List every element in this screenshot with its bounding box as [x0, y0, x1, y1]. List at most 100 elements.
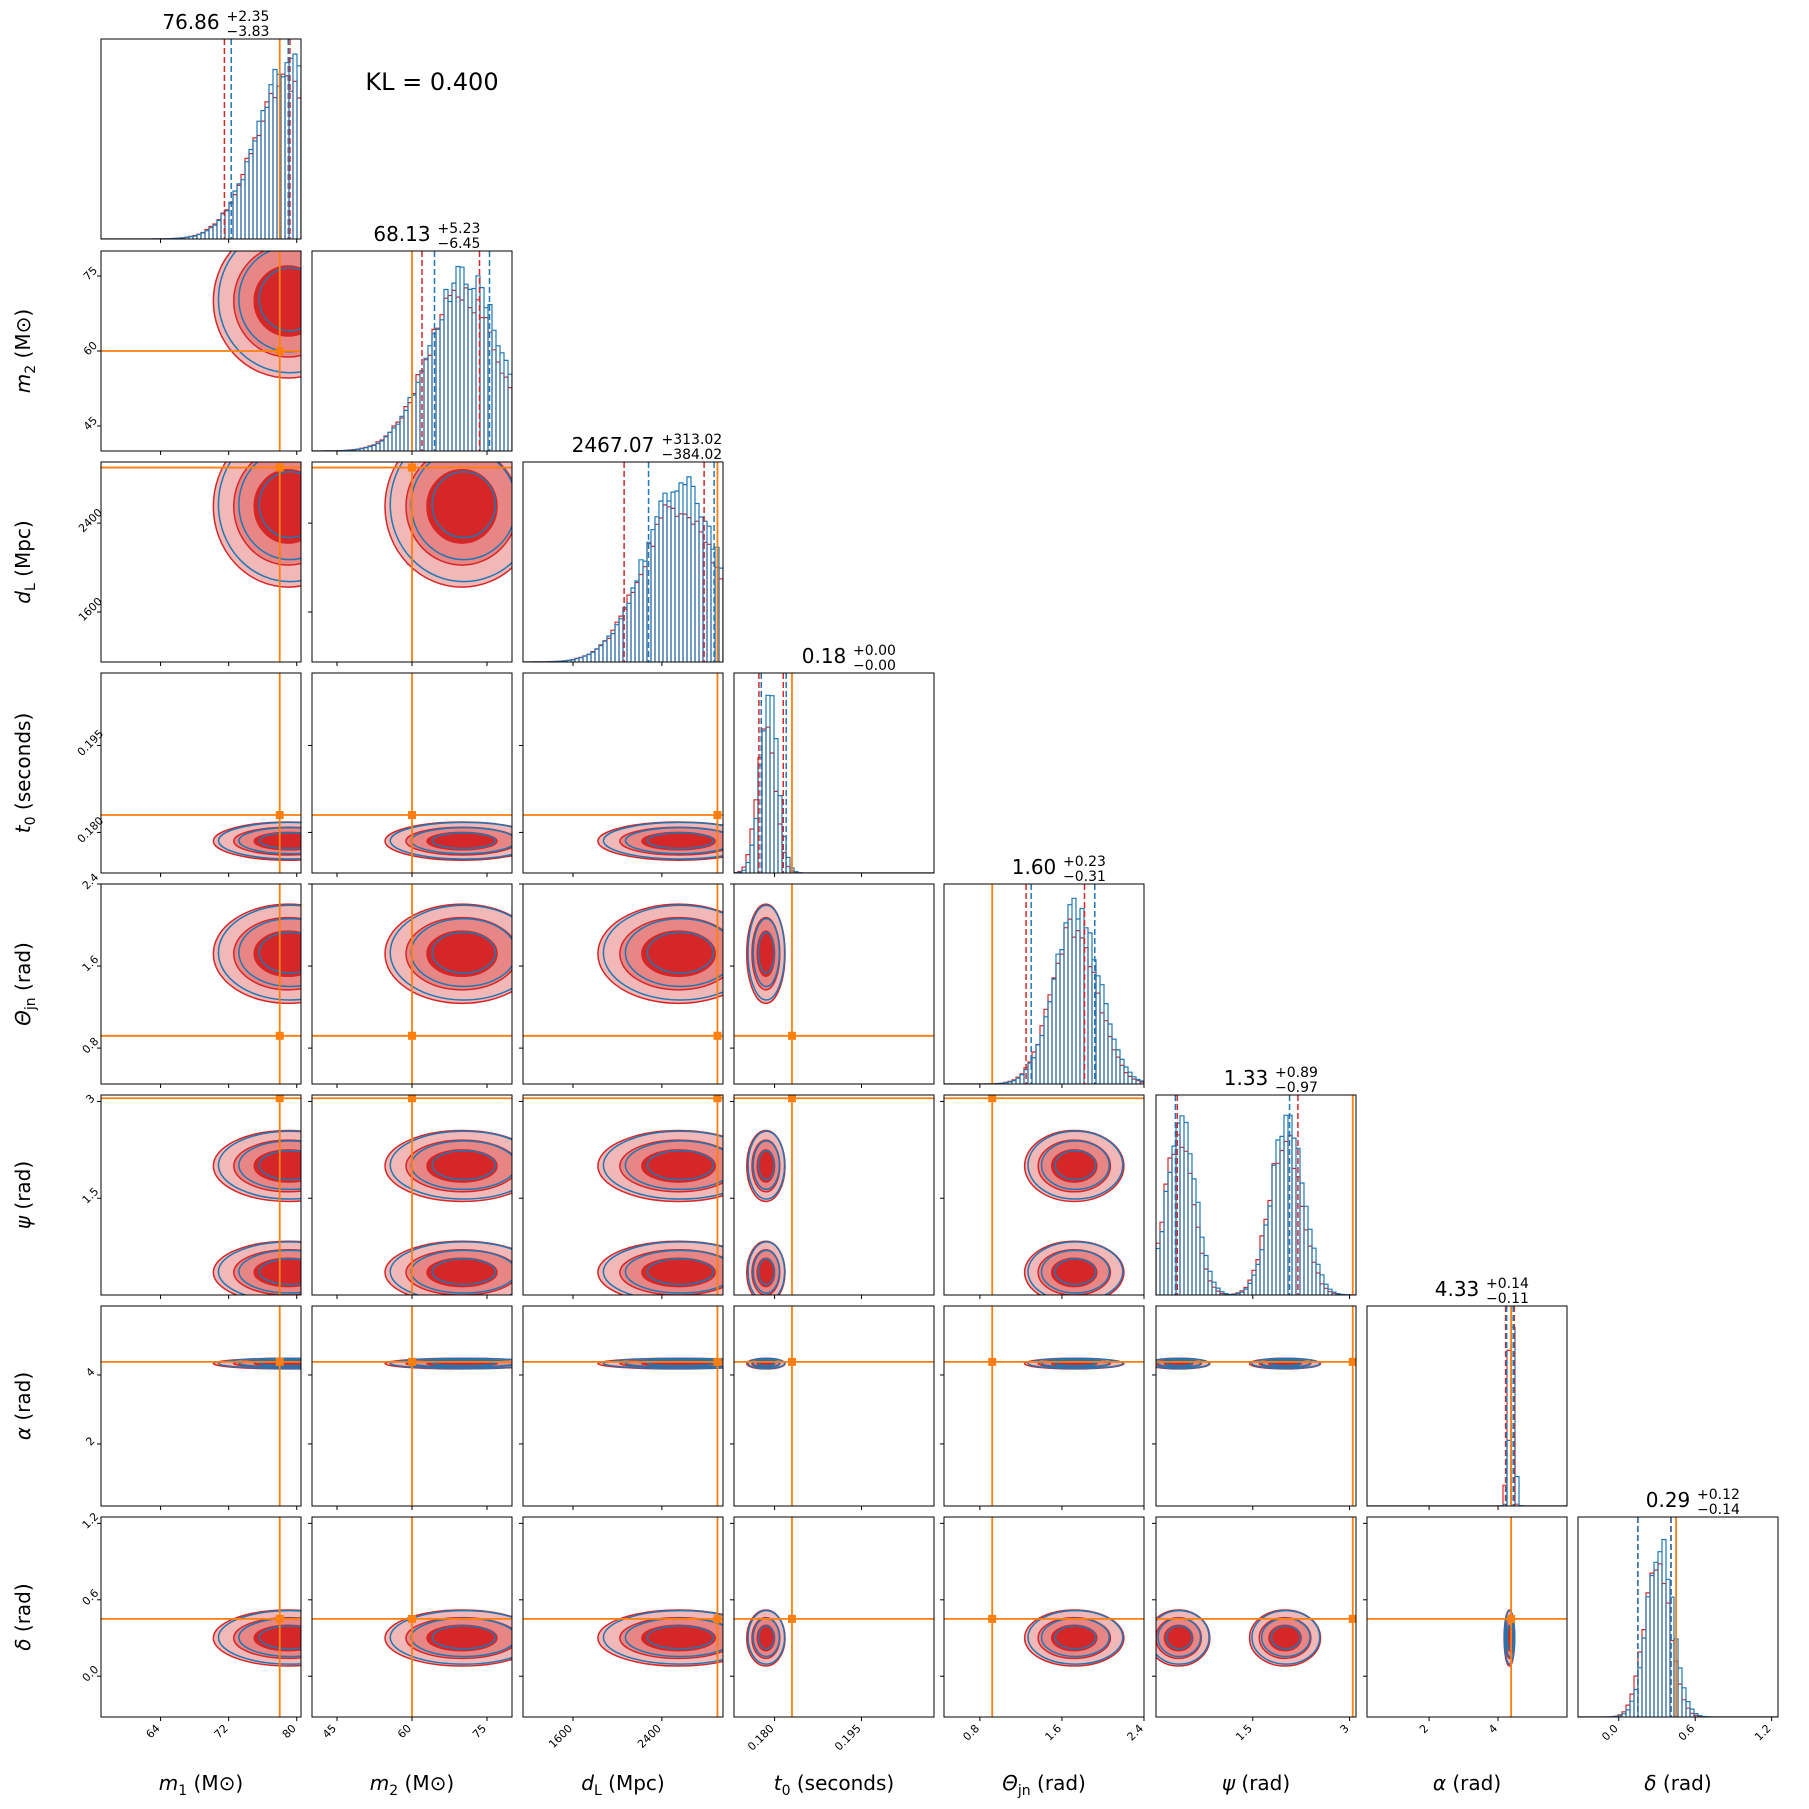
y-tick-label: 1.2 [80, 1510, 102, 1532]
y-tick-label: 0.0 [80, 1663, 102, 1685]
panel-theta-dL [519, 883, 732, 1088]
truth-marker [275, 811, 284, 820]
contour-a [641, 1149, 716, 1183]
panel-frame [733, 1305, 935, 1507]
truth-marker [988, 1095, 997, 1103]
panel-psi-theta [940, 1094, 1145, 1299]
histogram-a [312, 287, 512, 451]
scatter-point [735, 1653, 737, 1655]
scatter-point [325, 1649, 327, 1651]
panel-content [312, 1517, 515, 1717]
scatter-point [337, 837, 339, 839]
marginal-title: 68.13 [373, 222, 430, 246]
panel-frame [100, 1516, 302, 1718]
y-axis-label-dL: dL (Mpc) [11, 520, 39, 603]
scatter-point [341, 1366, 343, 1368]
x-tick-label: 1.5 [1233, 1722, 1255, 1744]
panel-frame [522, 883, 724, 1085]
y-axis-label-m2: m2 (M⊙) [11, 309, 39, 393]
histogram-b [1578, 1538, 1778, 1717]
panel-content [1156, 1306, 1356, 1506]
scatter-point [320, 310, 322, 312]
scatter-point [331, 932, 333, 934]
y-tick-label: 3 [83, 1092, 97, 1106]
scatter-point [309, 286, 311, 288]
contour-b [431, 1258, 496, 1286]
scatter-point [309, 943, 311, 945]
contour-b [258, 470, 301, 539]
scatter-point [339, 1637, 341, 1639]
scatter-point [303, 1292, 305, 1294]
scatter-point [322, 974, 324, 976]
scatter-point [309, 277, 311, 279]
histogram-a [101, 73, 301, 239]
contour-b [1157, 1359, 1202, 1368]
x-tick-label: 0.0 [1599, 1722, 1621, 1744]
scatter-point [302, 286, 304, 288]
x-axis-label-m1: m1 (M⊙) [159, 1771, 243, 1799]
label-symbol: m [370, 1771, 389, 1795]
scatter-point [514, 1273, 516, 1275]
panel-content [312, 673, 512, 873]
scatter-point [302, 1365, 304, 1367]
panel-content [734, 1517, 934, 1717]
scatter-point [330, 1633, 332, 1635]
scatter-point [730, 1276, 732, 1278]
label-unit: (Mpc) [602, 1771, 665, 1795]
scatter-point [339, 352, 341, 354]
scatter-point [305, 1364, 307, 1366]
scatter-point [730, 923, 732, 925]
scatter-point [328, 1253, 330, 1255]
panel-frame [522, 461, 724, 663]
scatter-point [329, 979, 331, 981]
scatter-point [335, 950, 337, 952]
title-plus: +0.12 [1697, 1487, 1740, 1503]
panel-content [523, 1095, 738, 1295]
truth-marker [275, 463, 284, 472]
panel-psi-dL [519, 1094, 738, 1299]
y-tick-label: 0.8 [80, 1035, 102, 1057]
scatter-point [517, 1364, 519, 1366]
title-median: 76.86 [162, 10, 219, 34]
scatter-point [302, 1257, 304, 1259]
scatter-point [513, 1645, 515, 1647]
panel-frame [733, 672, 935, 874]
contour-b [238, 462, 301, 561]
contour-b [258, 1258, 301, 1286]
panel-dL-dL: 2467.07 +313.02−384.02 [522, 432, 724, 666]
contour-b [624, 1140, 723, 1191]
title-plus: +5.23 [438, 221, 481, 237]
scatter-point [338, 1270, 340, 1272]
scatter-point [338, 1284, 340, 1286]
label-unit: (rad) [11, 1161, 35, 1216]
label-unit: (rad) [11, 1372, 35, 1427]
scatter-point [339, 849, 341, 851]
scatter-point [328, 967, 330, 969]
scatter-point [336, 829, 338, 831]
scatter-point [302, 506, 304, 508]
scatter-point [736, 1285, 738, 1287]
contour-b [646, 832, 715, 850]
panel-frame [522, 1094, 724, 1296]
panel-frame [943, 1094, 1145, 1296]
scatter-point [321, 552, 323, 554]
contour-b [747, 1357, 786, 1370]
label-unit: (seconds) [791, 1771, 895, 1795]
scatter-point [322, 1656, 324, 1658]
panel-delta-m2: 45 60 75 [308, 1516, 515, 1741]
panel-content [312, 1306, 519, 1506]
scatter-point [335, 1633, 337, 1635]
panel-frame [100, 38, 302, 240]
histogram-b [734, 694, 934, 873]
scatter-point [728, 1624, 730, 1626]
marginal-title: 1.33 [1224, 1066, 1269, 1090]
truth-marker [787, 1031, 796, 1040]
contour-b [238, 1249, 301, 1294]
scatter-point [515, 973, 517, 975]
label-subscript: 0 [23, 816, 39, 825]
scatter-point [302, 1263, 304, 1265]
scatter-point [303, 1654, 305, 1656]
contour-b [217, 1609, 301, 1665]
scatter-point [339, 280, 341, 282]
scatter-point [305, 1650, 307, 1652]
